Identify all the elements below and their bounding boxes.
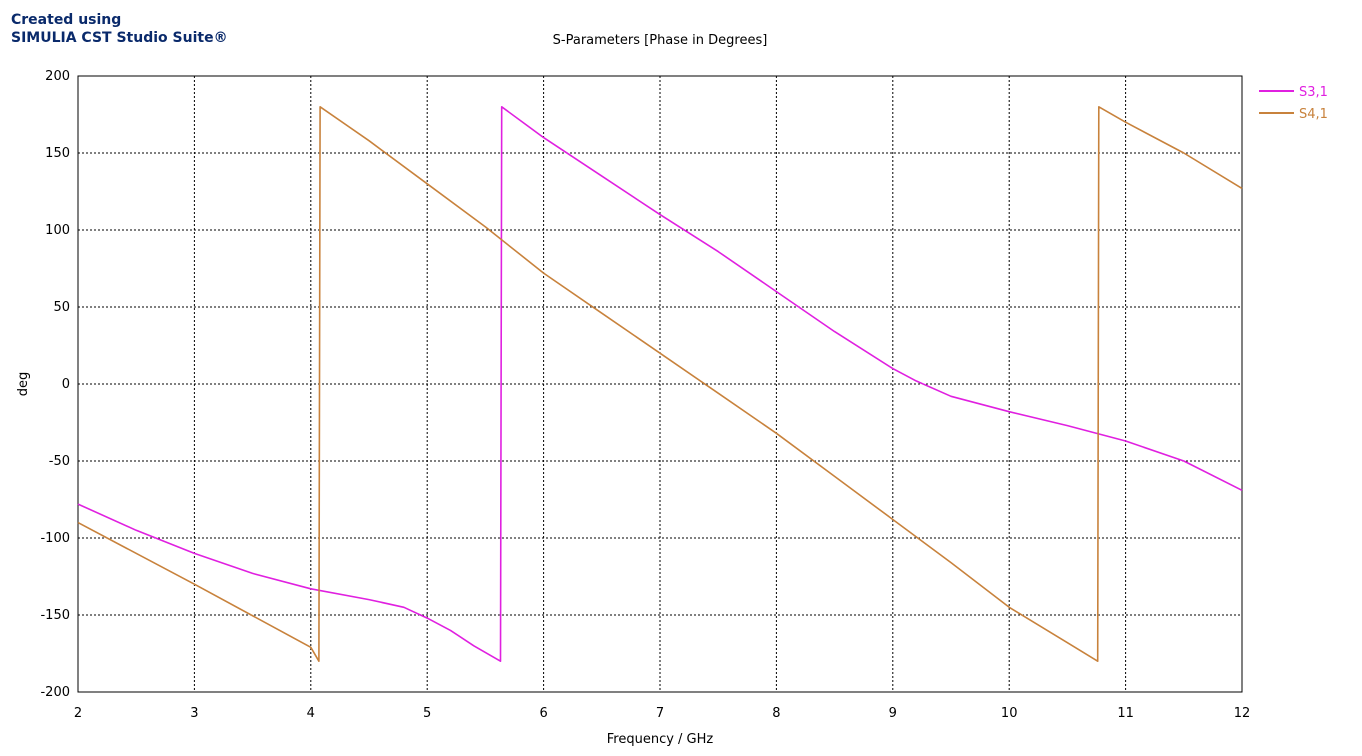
- chart-title: S-Parameters [Phase in Degrees]: [553, 33, 768, 48]
- x-tick-label: 6: [539, 706, 547, 721]
- y-tick-label: -200: [40, 685, 70, 700]
- series-line-s3-1: [77, 106, 1243, 663]
- x-tick-label: 3: [190, 706, 198, 721]
- series-line-s4-1: [77, 106, 1243, 663]
- plot-frame: [77, 75, 1243, 693]
- branding-line-2: SIMULIA CST Studio Suite®: [11, 30, 228, 46]
- x-tick-label: 7: [656, 706, 664, 721]
- series-lines: [77, 106, 1243, 663]
- y-tick-label: 200: [45, 69, 70, 84]
- branding: Created using SIMULIA CST Studio Suite®: [11, 11, 228, 47]
- y-tick-label: 100: [45, 223, 70, 238]
- x-tick-label: 4: [307, 706, 315, 721]
- x-tick-label: 10: [1001, 706, 1018, 721]
- x-tick-label: 8: [772, 706, 780, 721]
- x-axis-label: Frequency / GHz: [607, 732, 714, 747]
- x-tick-label: 9: [889, 706, 897, 721]
- y-tick-label: -50: [49, 454, 70, 469]
- legend-label: S3,1: [1299, 85, 1328, 100]
- grid-lines: [78, 76, 1242, 692]
- y-axis-label: deg: [16, 372, 31, 397]
- y-tick-label: -150: [40, 608, 70, 623]
- x-tick-labels: 2 3 4 5 6 7 8 9 10 11 12: [74, 706, 1250, 721]
- y-tick-label: 50: [53, 300, 70, 315]
- y-tick-labels: 200 150 100 50 0 -50 -100 -150 -200: [40, 69, 70, 700]
- y-tick-label: 0: [62, 377, 70, 392]
- x-tick-label: 12: [1234, 706, 1251, 721]
- branding-line-1: Created using: [11, 12, 122, 28]
- x-tick-label: 2: [74, 706, 82, 721]
- legend-label: S4,1: [1299, 107, 1328, 122]
- legend: S3,1 S4,1: [1259, 85, 1328, 122]
- y-tick-label: 150: [45, 146, 70, 161]
- x-tick-label: 5: [423, 706, 431, 721]
- x-tick-label: 11: [1117, 706, 1134, 721]
- y-tick-label: -100: [40, 531, 70, 546]
